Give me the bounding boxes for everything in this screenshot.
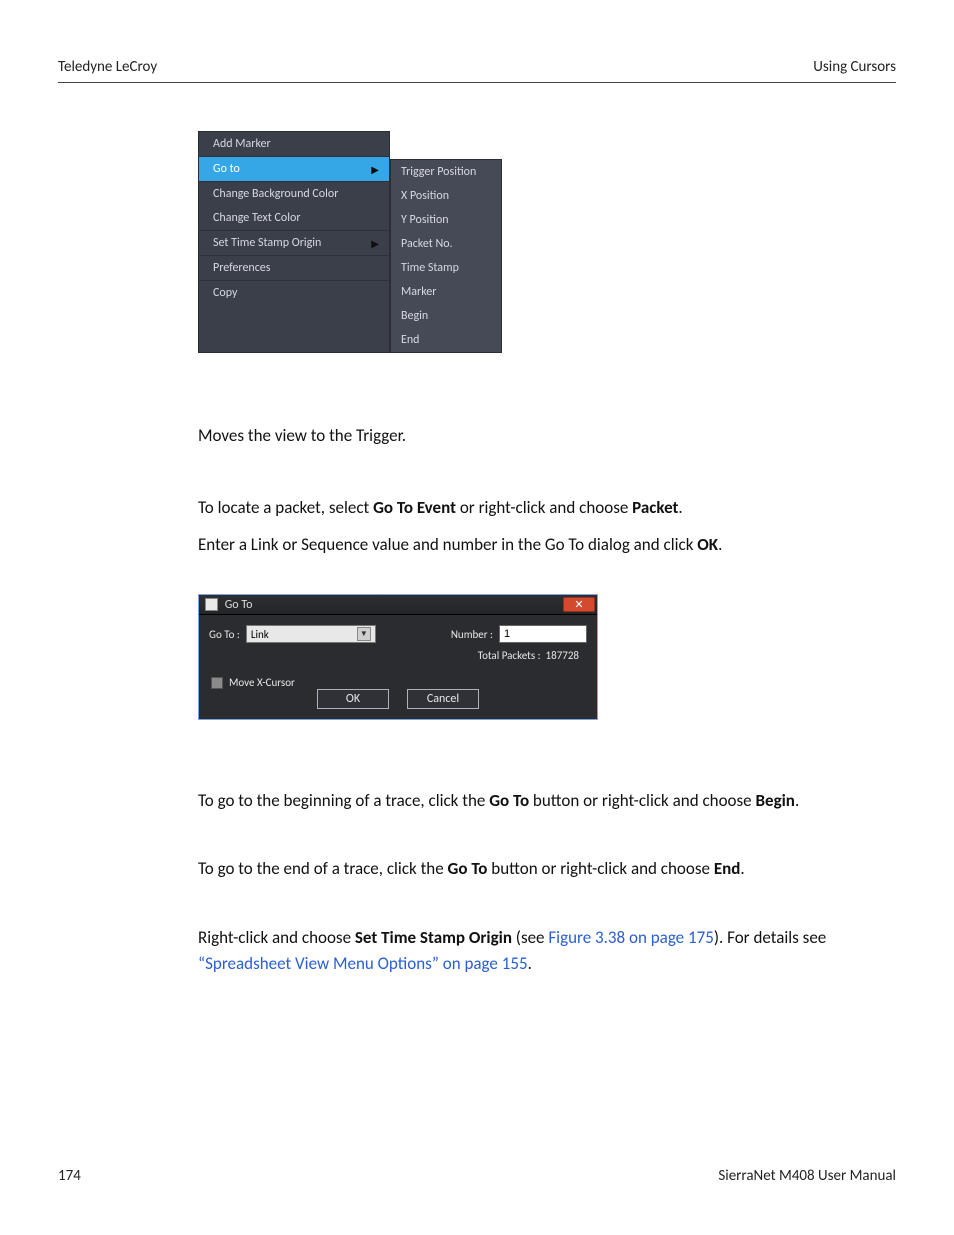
total-packets-label: Total Packets : [478, 649, 541, 662]
menu-item-change-text-color[interactable]: Change Text Color [199, 206, 389, 230]
dialog-buttons: OK Cancel [209, 689, 587, 709]
total-packets-value: 187728 [546, 649, 579, 662]
move-x-cursor-checkbox[interactable] [211, 677, 223, 689]
menu-item-change-bg-color[interactable]: Change Background Color [199, 181, 389, 206]
goto-row: Go To : Link ▼ Number : [209, 625, 587, 643]
cancel-button[interactable]: Cancel [407, 689, 479, 709]
paragraph: To go to the end of a trace, click the G… [198, 856, 856, 882]
submenu-item-time-stamp[interactable]: Time Stamp [391, 256, 501, 280]
chevron-down-icon: ▼ [357, 627, 371, 641]
submenu-item-marker[interactable]: Marker [391, 280, 501, 304]
dialog-body: Go To : Link ▼ Number : Total Packets : … [199, 615, 597, 719]
menu-label: Preferences [213, 261, 270, 275]
dialog-titlebar: Go To ✕ [199, 595, 597, 615]
paragraph: To locate a packet, select Go To Event o… [198, 495, 856, 521]
submenu-item-packet-no[interactable]: Packet No. [391, 232, 501, 256]
header-right: Using Cursors [813, 58, 896, 76]
menu-label: Go to [213, 162, 240, 176]
menu-label: Copy [213, 286, 237, 300]
ok-button[interactable]: OK [317, 689, 389, 709]
menu-item-go-to[interactable]: Go to ▶ [199, 156, 389, 181]
goto-label: Go To : [209, 628, 240, 641]
paragraph: Enter a Link or Sequence value and numbe… [198, 532, 856, 558]
total-packets-row: Total Packets : 187728 [209, 649, 587, 662]
dialog-title-left: Go To [205, 598, 252, 612]
number-input[interactable] [499, 625, 587, 643]
paragraph: To go to the beginning of a trace, click… [198, 788, 856, 814]
context-submenu: Trigger Position X Position Y Position P… [390, 159, 502, 353]
move-x-cursor-label: Move X-Cursor [229, 676, 295, 689]
chevron-right-icon: ▶ [371, 163, 379, 176]
page-number: 174 [58, 1167, 81, 1185]
footer: 174 SierraNet M408 User Manual [58, 1167, 896, 1185]
menu-item-preferences[interactable]: Preferences [199, 255, 389, 280]
menu-label: Add Marker [213, 137, 271, 151]
close-button[interactable]: ✕ [563, 597, 595, 612]
menu-item-add-marker[interactable]: Add Marker [199, 132, 389, 156]
body-text: To go to the beginning of a trace, click… [198, 788, 856, 977]
header-rule [58, 82, 896, 83]
submenu-item-x-position[interactable]: X Position [391, 184, 501, 208]
section-link[interactable]: “Spreadsheet View Menu Options” on page … [198, 953, 528, 974]
move-x-cursor-row: Move X-Cursor [209, 676, 587, 689]
goto-select-value: Link [251, 628, 269, 641]
paragraph: Right-click and choose Set Time Stamp Or… [198, 925, 856, 978]
app-icon [205, 598, 218, 611]
number-label: Number : [451, 628, 493, 641]
header-left: Teledyne LeCroy [58, 58, 157, 76]
paragraph: Moves the view to the Trigger. [198, 423, 856, 449]
goto-dialog: Go To ✕ Go To : Link ▼ Number : Total Pa… [198, 594, 598, 720]
menu-label: Set Time Stamp Origin [213, 236, 321, 250]
menu-item-set-time-stamp-origin[interactable]: Set Time Stamp Origin ▶ [199, 230, 389, 255]
context-menu-figure: Add Marker Go to ▶ Change Background Col… [198, 131, 896, 353]
submenu-item-trigger-position[interactable]: Trigger Position [391, 160, 501, 184]
dialog-title-text: Go To [225, 598, 253, 612]
figure-link[interactable]: Figure 3.38 on page 175 [548, 927, 713, 948]
menu-label: Change Background Color [213, 187, 338, 201]
manual-title: SierraNet M408 User Manual [718, 1167, 896, 1185]
chevron-right-icon: ▶ [371, 237, 379, 250]
context-menu: Add Marker Go to ▶ Change Background Col… [198, 131, 390, 353]
goto-select[interactable]: Link ▼ [246, 625, 376, 643]
menu-label: Change Text Color [213, 211, 301, 225]
submenu-item-y-position[interactable]: Y Position [391, 208, 501, 232]
body-text: Moves the view to the Trigger. To locate… [198, 423, 856, 558]
close-icon: ✕ [574, 599, 583, 610]
submenu-item-begin[interactable]: Begin [391, 304, 501, 328]
menu-item-copy[interactable]: Copy [199, 280, 389, 305]
submenu-item-end[interactable]: End [391, 328, 501, 352]
